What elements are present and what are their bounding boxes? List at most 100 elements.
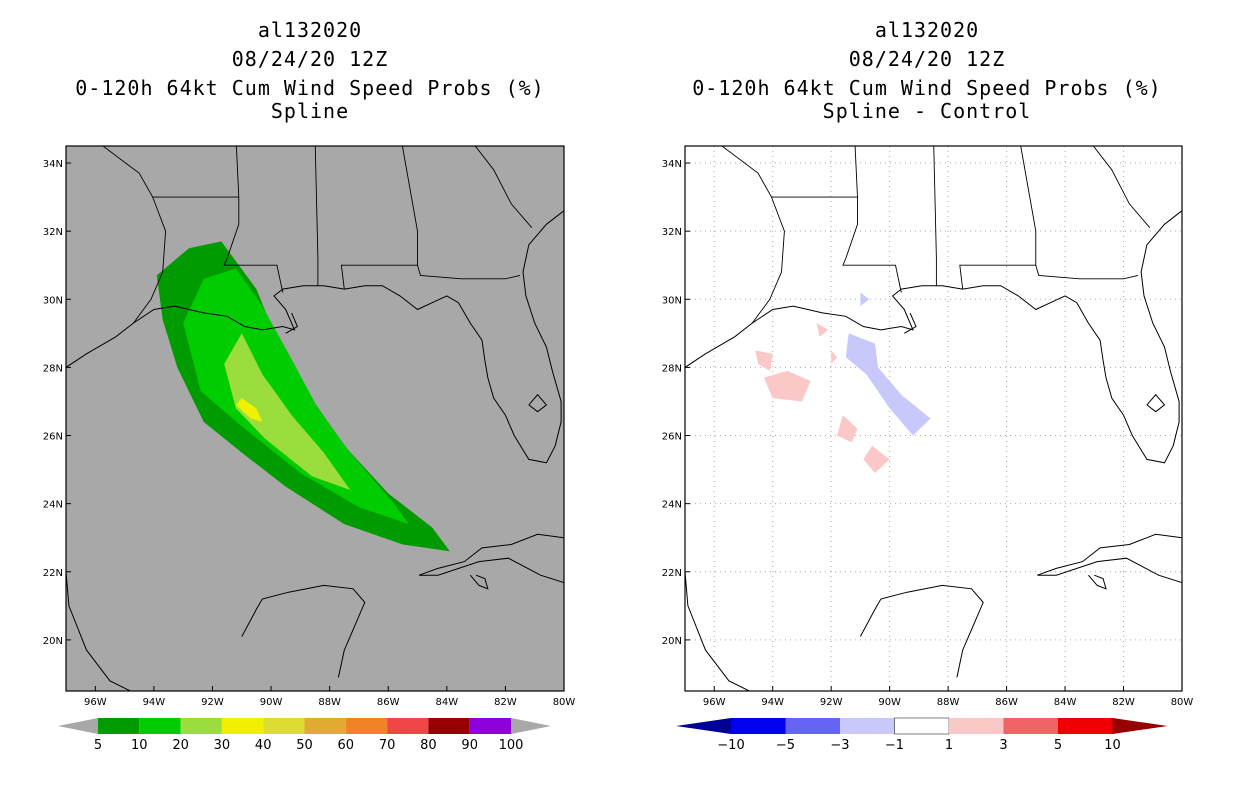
right-contour--3to-1 [860, 292, 870, 307]
right-state-border [959, 146, 1037, 290]
left-colorbar-label: 100 [499, 738, 524, 753]
right-state-border [842, 146, 902, 293]
left-xtick-label: 86W [377, 697, 400, 708]
right-state-border [1035, 265, 1139, 280]
right-coastline [1037, 533, 1182, 584]
right-xtick-label: 84W [1054, 697, 1077, 708]
left-colorbar-label: 50 [296, 738, 313, 753]
right-coastline [685, 210, 1182, 464]
right-ytick-label: 34N [662, 159, 682, 170]
right-colorbar-label: −10 [717, 738, 744, 753]
left-coastline [469, 574, 489, 590]
right-colorbar-swatch [1003, 718, 1058, 734]
left-colorbar-swatch [221, 718, 264, 734]
right-xtick-label: 96W [703, 697, 726, 708]
right-colorbar-label: −5 [776, 738, 795, 753]
left-colorbar-swatch [263, 718, 305, 734]
left-xtick-label: 96W [84, 697, 107, 708]
left-ytick-label: 30N [43, 295, 63, 306]
left-colorbar-label: 10 [131, 738, 148, 753]
left-ytick-label: 28N [43, 363, 63, 374]
left-colorbar-label: 60 [338, 738, 355, 753]
right-colorbar-swatch [840, 718, 895, 734]
left-xtick-label: 80W [553, 697, 576, 708]
right-state-border [721, 146, 858, 198]
left-map-frame [65, 145, 565, 692]
right-coastline [904, 312, 917, 334]
right-colorbar-swatch [1058, 718, 1113, 734]
right-colorbar-label: −3 [830, 738, 849, 753]
left-colorbar-swatch [345, 718, 388, 734]
right-xtick-label: 94W [761, 697, 784, 708]
right-title-line-4: Spline - Control [822, 99, 1032, 123]
left-colorbar-label: 80 [420, 738, 437, 753]
right-ytick-label: 30N [662, 295, 682, 306]
right-ytick-label: 24N [662, 500, 682, 511]
left-title-line-3: 0-120h 64kt Cum Wind Speed Probs (%) [75, 76, 545, 100]
right-colorbar-swatch [894, 717, 950, 735]
left-colorbar-swatch [98, 718, 140, 734]
right-contour-1to3 [816, 323, 829, 337]
left-title-line-2: 08/24/20 12Z [231, 47, 389, 71]
left-contour-30 [235, 398, 263, 422]
left-contour-10 [183, 268, 409, 525]
right-colorbar-min-arrow [676, 718, 731, 734]
right-colorbar-label: 10 [1104, 738, 1121, 753]
left-xtick-label: 92W [201, 697, 224, 708]
left-colorbar-swatch [428, 718, 470, 734]
right-xtick-label: 82W [1112, 697, 1135, 708]
right-xtick-label: 86W [995, 697, 1018, 708]
right-panel-title: al132020 08/24/20 12Z 0-120h 64kt Cum Wi… [627, 16, 1227, 126]
right-contour-1to3 [755, 350, 773, 371]
right-coastline [1146, 393, 1166, 413]
left-colorbar-label: 70 [379, 738, 396, 753]
left-coastline [528, 393, 548, 413]
left-colorbar-swatch [139, 718, 181, 734]
right-colorbar-swatch [785, 718, 840, 734]
right-ytick-label: 26N [662, 432, 682, 443]
left-ytick-label: 20N [43, 636, 63, 647]
right-state-border [751, 196, 785, 324]
left-colorbar-label: 5 [94, 738, 102, 753]
left-xtick-label: 94W [143, 697, 166, 708]
left-coastline [66, 571, 131, 691]
left-xtick-label: 88W [318, 697, 341, 708]
right-colorbar-label: −1 [885, 738, 904, 753]
right-coastline [1088, 574, 1107, 590]
left-state-border [474, 146, 533, 228]
right-colorbar-label: 5 [1054, 738, 1062, 753]
right-ytick-label: 28N [662, 363, 682, 374]
left-colorbar-label: 90 [461, 738, 478, 753]
right-contour-1to3 [837, 415, 858, 443]
left-colorbar-max-arrow [511, 718, 551, 734]
right-colorbar-swatch [731, 718, 786, 734]
right-xtick-label: 80W [1171, 697, 1194, 708]
left-colorbar-min-arrow [58, 718, 98, 734]
right-coastline [685, 571, 750, 691]
right-state-border [1092, 146, 1151, 228]
right-map-frame [684, 145, 1183, 692]
right-contour--3to-1 [845, 333, 931, 436]
left-coastline [66, 210, 564, 464]
left-colorbar-label: 30 [214, 738, 231, 753]
left-colorbar-swatch [387, 718, 429, 734]
right-colorbar-label: 3 [999, 738, 1007, 753]
left-contour-20 [224, 333, 351, 490]
left-coastline [241, 584, 366, 678]
left-ytick-label: 26N [43, 432, 63, 443]
right-colorbar-swatch [949, 718, 1004, 734]
left-xtick-label: 82W [494, 697, 517, 708]
right-map-background [685, 146, 1182, 691]
left-title-line-1: al132020 [257, 18, 363, 42]
left-state-border [314, 146, 319, 286]
right-title-line-3: 0-120h 64kt Cum Wind Speed Probs (%) [692, 76, 1162, 100]
left-xtick-label: 90W [260, 697, 283, 708]
right-coastline [859, 584, 984, 678]
left-colorbar-swatch [304, 718, 346, 734]
right-ytick-label: 22N [662, 568, 682, 579]
right-ytick-label: 20N [662, 636, 682, 647]
right-xtick-label: 92W [820, 697, 843, 708]
right-contour-1to3 [863, 445, 890, 473]
left-state-border [417, 265, 521, 280]
left-state-border [102, 146, 239, 198]
